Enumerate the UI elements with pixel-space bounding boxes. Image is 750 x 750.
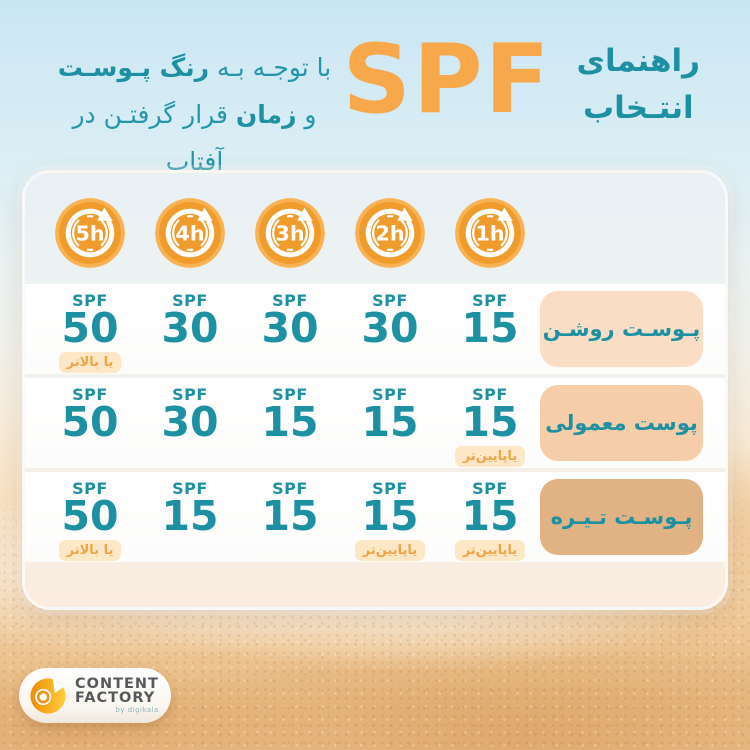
spf-label: SPF	[472, 385, 508, 404]
spf-cell: SPF 15 یاپایین‌تر	[440, 472, 540, 562]
title-line2: انتـخاب	[582, 90, 694, 126]
timer-2h-icon: 2h	[355, 198, 425, 268]
spf-cell: SPF 50 یا بالاتر	[40, 472, 140, 562]
spf-badge: یاپایین‌تر	[454, 540, 526, 561]
spf-value: 30	[261, 304, 319, 352]
spf-cell: SPF 15	[140, 472, 240, 562]
spf-cell: SPF 15	[340, 378, 440, 468]
spf-label: SPF	[272, 479, 308, 498]
logo-line1: CONTENT	[75, 675, 159, 692]
title-line1: راهنمای	[576, 43, 700, 79]
spf-label: SPF	[372, 479, 408, 498]
spf-label: SPF	[472, 479, 508, 498]
spf-badge: یاپایین‌تر	[354, 540, 426, 561]
table-row-light-skin: SPF 50 یا بالاتر SPF 30 SPF 30 SPF 30 SP…	[25, 284, 725, 374]
spf-cell: SPF 30	[140, 378, 240, 468]
spf-cell: SPF 30	[140, 284, 240, 374]
table-row-dark-skin: SPF 50 یا بالاتر SPF 15 SPF 15 SPF 15 یا…	[25, 472, 725, 562]
spf-label: SPF	[272, 291, 308, 310]
spf-cell: SPF 50	[40, 378, 140, 468]
spf-cell: SPF 50 یا بالاتر	[40, 284, 140, 374]
spf-label: SPF	[472, 291, 508, 310]
skin-tone-label-normal: پوست معمولی	[540, 385, 703, 461]
spf-label: SPF	[272, 385, 308, 404]
spf-label: SPF	[72, 385, 108, 404]
spf-value: 50	[61, 492, 119, 540]
table-row-normal-skin: SPF 50 SPF 30 SPF 15 SPF 15 SPF 15 یاپای…	[25, 378, 725, 468]
skin-tone-label-light: پـوسـت روشـن	[540, 291, 703, 367]
logo-line2: FACTORY	[75, 689, 156, 706]
duration-icons-row: 5h 4h 3h 2h	[25, 173, 725, 284]
spf-cell: SPF 30	[340, 284, 440, 374]
spf-value: 30	[161, 398, 219, 446]
spf-badge: یا بالاتر	[58, 352, 122, 373]
spf-label: SPF	[72, 291, 108, 310]
spf-heading: SPF	[342, 25, 552, 135]
duration-label: 3h	[275, 222, 304, 246]
spf-value: 15	[461, 492, 519, 540]
spf-cell: SPF 15	[440, 284, 540, 374]
duration-label: 5h	[75, 222, 104, 246]
logo-byline: by digikala	[115, 705, 159, 714]
spf-cell: SPF 30	[240, 284, 340, 374]
timer-1h-icon: 1h	[455, 198, 525, 268]
spf-value: 15	[461, 398, 519, 446]
subtitle-line1: با توجـه بـه رنگ پـوسـت	[42, 44, 347, 91]
spf-label: SPF	[372, 291, 408, 310]
spf-badge: یاپایین‌تر	[454, 446, 526, 467]
spf-value: 15	[361, 398, 419, 446]
subtitle-text: و	[304, 100, 317, 129]
spf-badge: یا بالاتر	[58, 540, 122, 561]
spf-value: 50	[61, 398, 119, 446]
spf-value: 50	[61, 304, 119, 352]
spf-value: 30	[361, 304, 419, 352]
spf-cell: SPF 15 یاپایین‌تر	[340, 472, 440, 562]
spf-cell: SPF 15	[240, 472, 340, 562]
spf-label: SPF	[372, 385, 408, 404]
spf-value: 15	[261, 492, 319, 540]
content-factory-logo: CONTENT FACTORY by digikala	[19, 668, 171, 723]
content-factory-logo-icon	[30, 677, 66, 714]
duration-label: 2h	[375, 222, 404, 246]
subtitle-text: با توجـه بـه	[217, 53, 332, 82]
spf-table-card: 5h 4h 3h 2h	[22, 170, 728, 610]
timer-4h-icon: 4h	[155, 198, 225, 268]
spf-cell: SPF 15 یاپایین‌تر	[440, 378, 540, 468]
timer-5h-icon: 5h	[55, 198, 125, 268]
subtitle-text: قرار گرفتـن در آفتاب	[72, 100, 228, 176]
page-title: راهنمای انتـخاب	[577, 38, 700, 132]
logo-wordmark: CONTENT FACTORY by digikala	[75, 675, 159, 715]
spf-value: 15	[261, 398, 319, 446]
duration-label: 1h	[475, 222, 504, 246]
spf-label: SPF	[172, 291, 208, 310]
duration-label: 4h	[175, 222, 204, 246]
timer-3h-icon: 3h	[255, 198, 325, 268]
spf-label: SPF	[72, 479, 108, 498]
spf-value: 15	[161, 492, 219, 540]
subtitle: با توجـه بـه رنگ پـوسـت و زمان قرار گرفت…	[42, 44, 347, 185]
skin-tone-label-dark: پـوسـت تـیـره	[540, 479, 703, 555]
spf-label: SPF	[172, 385, 208, 404]
spf-cell: SPF 15	[240, 378, 340, 468]
subtitle-bold-skin-color: رنگ پـوسـت	[57, 53, 210, 82]
spf-value: 30	[161, 304, 219, 352]
spf-value: 15	[461, 304, 519, 352]
spf-label: SPF	[172, 479, 208, 498]
spf-value: 15	[361, 492, 419, 540]
subtitle-bold-time: زمان	[235, 100, 297, 129]
